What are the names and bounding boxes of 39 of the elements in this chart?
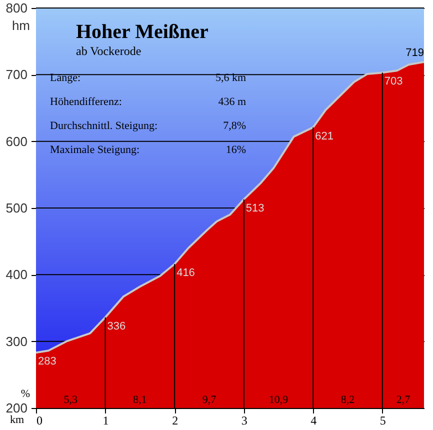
y-tick-label: 600 xyxy=(6,134,28,149)
x-tick-label: 5 xyxy=(380,414,386,428)
annotation: 336 xyxy=(107,320,126,332)
annotation: 10,9 xyxy=(268,394,289,406)
x-tick-label: 0 xyxy=(36,414,42,428)
annotation: 416 xyxy=(176,267,195,279)
text: % xyxy=(20,388,30,400)
annotation: 283 xyxy=(38,356,56,368)
annotation: 621 xyxy=(315,130,334,142)
annotation: 513 xyxy=(246,202,264,214)
annotation: 719 xyxy=(406,47,424,59)
annotation: 436 m xyxy=(218,96,246,108)
annotation: 16% xyxy=(226,144,246,156)
annotation: Höhendifferenz: xyxy=(50,96,122,108)
y-tick-label: 700 xyxy=(6,67,28,82)
text: Hoher Meißner xyxy=(76,21,209,43)
annotation: 7,8% xyxy=(223,120,246,132)
annotation: 9,7 xyxy=(202,394,217,406)
annotation: 8,2 xyxy=(340,394,355,406)
y-tick-label: 400 xyxy=(6,267,28,282)
y-tick-label: 500 xyxy=(6,200,28,216)
annotation: 703 xyxy=(384,76,403,88)
y-tick-label: 300 xyxy=(6,334,28,349)
x-tick-label: 2 xyxy=(172,414,178,428)
annotation: 2,7 xyxy=(396,394,411,406)
annotation: Durchschnittl. Steigung: xyxy=(50,120,158,132)
annotation: 5,3 xyxy=(64,394,78,406)
y-tick-label: 800 xyxy=(6,0,28,16)
y-tick-label: 200 xyxy=(6,400,28,416)
annotation: Maximale Steigung: xyxy=(50,144,140,156)
x-tick-label: 3 xyxy=(241,414,248,428)
x-tick-label: 1 xyxy=(102,414,109,428)
x-axis-title: km xyxy=(10,414,24,426)
text: ab Vockerode xyxy=(76,44,142,58)
annotation: 5,6 km xyxy=(215,72,246,84)
annotation: 8,1 xyxy=(133,394,147,406)
y-axis-title: hm xyxy=(12,18,30,33)
x-tick-label: 4 xyxy=(310,414,317,428)
annotation: Länge: xyxy=(50,72,81,84)
